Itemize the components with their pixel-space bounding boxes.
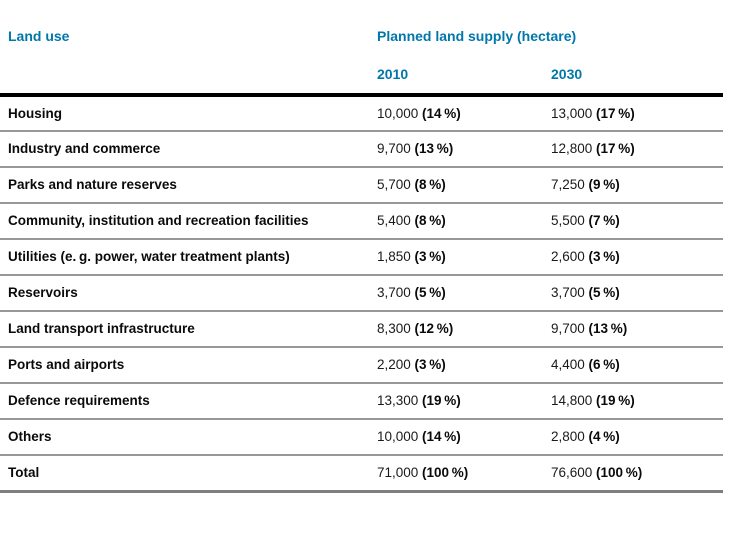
hectare-value: 9,700 (551, 321, 589, 336)
value-cell-2030: 2,600 (3 %) (551, 239, 723, 276)
table-row: Others 10,000 (14 %) 2,800 (4 %) (0, 419, 723, 456)
table-row: Utilities (e. g. power, water treatment … (0, 239, 723, 276)
value-cell-2010: 9,700 (13 %) (377, 131, 551, 168)
percent-value: (3 %) (588, 249, 620, 264)
percent-value: (13 %) (414, 141, 454, 156)
table-body: Housing 10,000 (14 %) 13,000 (17 %) Industr… (0, 95, 723, 493)
hectare-value: 71,000 (377, 464, 423, 480)
percent-value: (7 %) (588, 213, 620, 228)
hectare-value: 3,700 (377, 285, 415, 300)
table-row: Housing 10,000 (14 %) 13,000 (17 %) (0, 95, 723, 132)
hectare-value: 1,850 (377, 249, 415, 264)
row-label: Defence requirements (0, 383, 377, 420)
percent-value: (17 %) (596, 105, 635, 121)
column-header-spacer (0, 44, 377, 97)
percent-value: (8 %) (414, 213, 446, 228)
header-years-row: 2010 2030 (0, 44, 723, 97)
header-group-row: Land use Planned land supply (hectare) (0, 0, 723, 44)
row-label: Industry and commerce (0, 131, 377, 168)
percent-value: (100 %) (596, 464, 643, 480)
hectare-value: 5,500 (551, 213, 589, 228)
hectare-value: 2,600 (551, 249, 589, 264)
percent-value: (6 %) (588, 357, 620, 372)
row-label: Total (0, 455, 377, 493)
row-label: Community, institution and recreation fa… (0, 203, 377, 240)
percent-value: (19 %) (596, 393, 635, 408)
table-row: Ports and airports 2,200 (3 %) 4,400 (6 %) (0, 347, 723, 384)
percent-value: (5 %) (414, 285, 446, 300)
percent-value: (5 %) (588, 285, 620, 300)
percent-value: (19 %) (422, 393, 461, 408)
percent-value: (3 %) (414, 357, 446, 372)
hectare-value: 10,000 (377, 105, 423, 121)
value-cell-2030: 5,500 (7 %) (551, 203, 723, 240)
hectare-value: 7,250 (551, 177, 589, 192)
table-row: Reservoirs 3,700 (5 %) 3,700 (5 %) (0, 275, 723, 312)
row-label: Land transport infrastructure (0, 311, 377, 348)
column-group-header-planned-land-supply: Planned land supply (hectare) (377, 28, 577, 44)
value-cell-2030: 14,800 (19 %) (551, 383, 723, 420)
percent-value: (17 %) (596, 141, 635, 156)
value-cell-2010: 13,300 (19 %) (377, 383, 551, 420)
percent-value: (4 %) (588, 429, 620, 444)
hectare-value: 10,000 (377, 429, 423, 444)
value-cell-2010: 5,700 (8 %) (377, 167, 551, 204)
hectare-value: 12,800 (551, 141, 597, 156)
value-cell-2010: 3,700 (5 %) (377, 275, 551, 312)
value-cell-2030: 9,700 (13 %) (551, 311, 723, 348)
value-cell-2030: 4,400 (6 %) (551, 347, 723, 384)
table-header: Land use Planned land supply (hectare) 2… (0, 0, 723, 97)
value-cell-2030: 76,600 (100 %) (551, 455, 723, 493)
value-cell-2010: 71,000 (100 %) (377, 455, 551, 493)
table-row: Industry and commerce 9,700 (13 %) 12,800 … (0, 131, 723, 168)
hectare-value: 76,600 (551, 464, 597, 480)
hectare-value: 8,300 (377, 321, 415, 336)
table-row: Community, institution and recreation fa… (0, 203, 723, 240)
value-cell-2030: 12,800 (17 %) (551, 131, 723, 168)
value-cell-2010: 10,000 (14 %) (377, 419, 551, 456)
percent-value: (3 %) (414, 249, 446, 264)
row-label: Housing (0, 95, 377, 132)
column-header-2010: 2010 (377, 44, 551, 97)
percent-value: (14 %) (422, 105, 461, 121)
hectare-value: 3,700 (551, 285, 589, 300)
value-cell-2010: 5,400 (8 %) (377, 203, 551, 240)
percent-value: (13 %) (588, 321, 628, 336)
hectare-value: 4,400 (551, 357, 589, 372)
value-cell-2010: 10,000 (14 %) (377, 95, 551, 132)
row-label: Others (0, 419, 377, 456)
value-cell-2030: 13,000 (17 %) (551, 95, 723, 132)
row-label: Utilities (e. g. power, water treatment … (0, 239, 377, 276)
column-header-2030: 2030 (551, 44, 723, 97)
table-row-total: Total 71,000 (100 %) 76,600 (100 %) (0, 455, 723, 493)
hectare-value: 2,200 (377, 357, 415, 372)
planned-land-supply-table: Land use Planned land supply (hectare) 2… (0, 0, 723, 493)
hectare-value: 13,000 (551, 105, 597, 121)
row-label: Parks and nature reserves (0, 167, 377, 204)
value-cell-2010: 1,850 (3 %) (377, 239, 551, 276)
value-cell-2030: 2,800 (4 %) (551, 419, 723, 456)
percent-value: (100 %) (422, 464, 469, 480)
hectare-value: 5,700 (377, 177, 415, 192)
hectare-value: 13,300 (377, 393, 423, 408)
percent-value: (12 %) (414, 321, 454, 336)
column-header-land-use: Land use (8, 28, 70, 44)
percent-value: (9 %) (588, 177, 620, 192)
table-row: Land transport infrastructure 8,300 (12 %… (0, 311, 723, 348)
hectare-value: 2,800 (551, 429, 589, 444)
percent-value: (8 %) (414, 177, 446, 192)
table-row: Parks and nature reserves 5,700 (8 %) 7,25… (0, 167, 723, 204)
value-cell-2030: 7,250 (9 %) (551, 167, 723, 204)
table-row: Defence requirements 13,300 (19 %) 14,800 … (0, 383, 723, 420)
value-cell-2030: 3,700 (5 %) (551, 275, 723, 312)
percent-value: (14 %) (422, 429, 461, 444)
value-cell-2010: 2,200 (3 %) (377, 347, 551, 384)
value-cell-2010: 8,300 (12 %) (377, 311, 551, 348)
row-label: Reservoirs (0, 275, 377, 312)
hectare-value: 9,700 (377, 141, 415, 156)
row-label: Ports and airports (0, 347, 377, 384)
hectare-value: 14,800 (551, 393, 597, 408)
hectare-value: 5,400 (377, 213, 415, 228)
